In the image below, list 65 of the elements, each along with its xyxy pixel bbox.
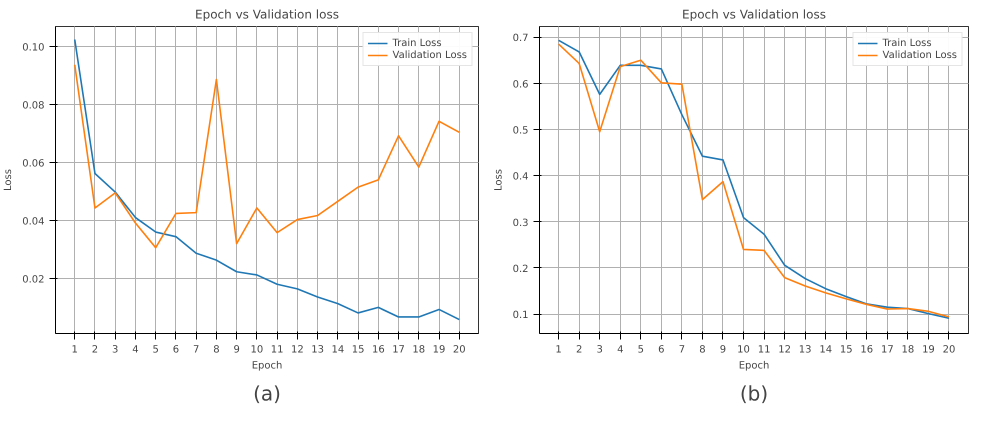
x-tick-label: 9 — [720, 344, 726, 356]
y-tick-label: 0.04 — [22, 216, 44, 228]
x-tick-label: 8 — [213, 344, 220, 356]
y-tick-label: 0.02 — [22, 274, 44, 286]
x-tick-label: 17 — [392, 344, 405, 356]
x-axis-title: Epoch — [738, 360, 770, 372]
y-axis-title: Loss — [3, 169, 14, 191]
x-axis-title: Epoch — [252, 360, 282, 372]
x-tick-label: 2 — [92, 344, 98, 356]
x-tick-label: 1 — [555, 344, 562, 356]
x-tick-label: 14 — [331, 344, 344, 356]
legend-label: Train Loss — [392, 37, 442, 49]
x-tick-label: 10 — [250, 344, 264, 356]
x-tick-label: 16 — [860, 344, 874, 356]
line-series — [74, 64, 460, 248]
x-tick-label: 15 — [352, 344, 364, 356]
x-tick-label: 16 — [372, 344, 385, 356]
x-tick-label: 5 — [638, 344, 644, 356]
x-tick-label: 19 — [432, 344, 446, 356]
x-tick-label: 15 — [840, 344, 853, 356]
chart-title: Epoch vs Validation loss — [195, 8, 339, 22]
x-tick-label: 10 — [737, 344, 750, 356]
y-tick-label: 0.7 — [512, 33, 529, 44]
chart-title: Epoch vs Validation loss — [682, 8, 826, 22]
text: (b) — [740, 382, 768, 406]
x-tick-label: 5 — [152, 344, 159, 356]
legend-label: Validation Loss — [882, 49, 957, 61]
y-tick-label: 0.2 — [512, 264, 529, 275]
x-tick-label: 13 — [798, 344, 812, 356]
y-tick-label: 0.08 — [22, 100, 44, 112]
y-axis-title: Loss — [494, 169, 505, 191]
x-tick-label: 18 — [412, 344, 426, 356]
text: (a) — [253, 382, 281, 406]
x-tick-label: 17 — [880, 344, 894, 356]
x-tick-label: 9 — [233, 344, 240, 356]
x-tick-label: 12 — [778, 344, 791, 356]
x-tick-label: 11 — [270, 344, 284, 356]
x-tick-label: 4 — [132, 344, 139, 356]
x-tick-label: 13 — [311, 344, 324, 356]
y-tick-label: 0.3 — [512, 218, 529, 229]
y-tick-label: 0.6 — [512, 79, 529, 90]
x-tick-label: 2 — [576, 344, 582, 356]
x-tick-label: 6 — [658, 344, 665, 356]
legend-label: Train Loss — [882, 37, 932, 49]
y-tick-label: 0.4 — [512, 172, 529, 183]
x-tick-label: 20 — [942, 344, 956, 356]
x-tick-label: 6 — [172, 344, 180, 356]
x-tick-label: 7 — [192, 344, 200, 356]
x-tick-label: 7 — [678, 344, 686, 356]
y-tick-label: 0.06 — [22, 158, 44, 170]
x-tick-label: 18 — [902, 344, 914, 356]
y-tick-label: 0.5 — [512, 125, 529, 136]
x-tick-label: 8 — [699, 344, 706, 356]
x-tick-label: 1 — [72, 344, 78, 356]
x-tick-label: 11 — [758, 344, 770, 356]
legend-label: Validation Loss — [392, 49, 467, 61]
x-tick-label: 14 — [819, 344, 832, 356]
x-tick-label: 3 — [112, 344, 118, 356]
x-tick-label: 12 — [290, 344, 304, 356]
x-tick-label: 19 — [922, 344, 935, 356]
y-tick-label: 0.1 — [512, 310, 529, 322]
x-tick-label: 3 — [596, 344, 603, 356]
x-tick-label: 20 — [452, 344, 466, 356]
x-tick-label: 4 — [617, 344, 624, 356]
y-tick-label: 0.10 — [22, 42, 44, 54]
